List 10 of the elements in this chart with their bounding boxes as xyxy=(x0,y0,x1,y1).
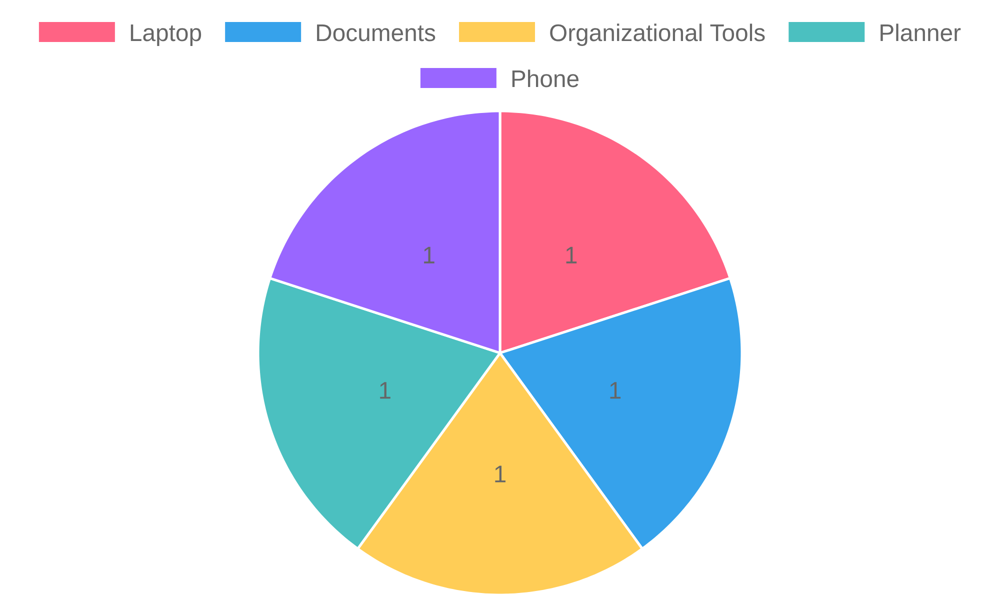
data-label: 1 xyxy=(566,246,577,264)
data-label: 1 xyxy=(380,382,390,399)
data-label: 1 xyxy=(495,466,506,482)
data-label: 1 xyxy=(424,246,434,264)
legend-label: Phone xyxy=(512,70,578,88)
legend-label: Laptop xyxy=(130,24,202,46)
legend-label: Organizational Tools xyxy=(550,24,765,46)
legend-label: Planner xyxy=(880,24,961,42)
legend-label: Documents xyxy=(317,24,436,42)
data-label: 1 xyxy=(610,382,621,399)
